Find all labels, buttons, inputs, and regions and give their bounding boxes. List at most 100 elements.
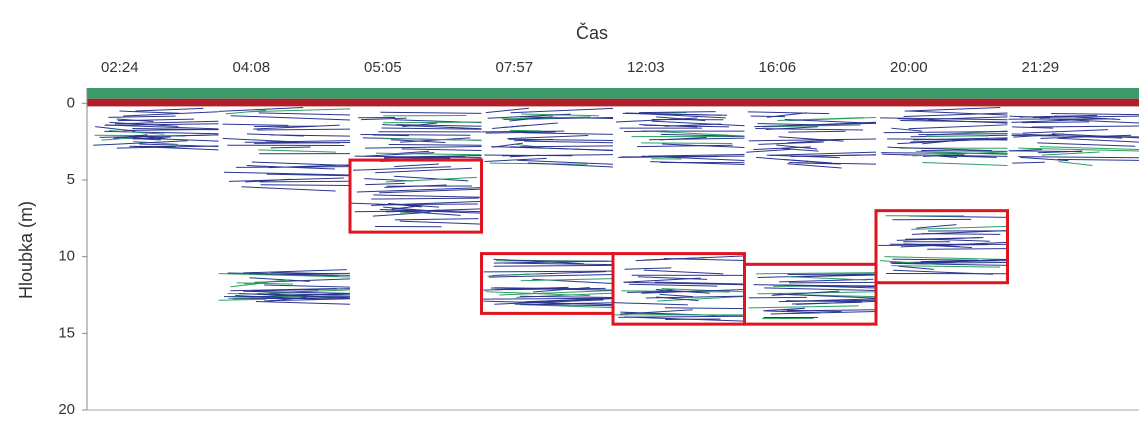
- echo-trace: [520, 296, 613, 297]
- echo-trace: [911, 226, 1007, 229]
- echo-trace: [792, 302, 862, 304]
- echo-trace: [242, 187, 336, 191]
- echo-trace: [665, 308, 745, 309]
- echo-trace: [354, 156, 424, 157]
- echo-trace: [256, 302, 350, 305]
- surface-band: [482, 99, 614, 107]
- echo-trace: [523, 133, 613, 135]
- echo-trace: [524, 141, 613, 143]
- chart: Čas Hloubka (m) 0510152002:2404:0805:050…: [0, 0, 1139, 421]
- echo-trace: [520, 146, 613, 147]
- y-tick-label: 15: [58, 324, 75, 341]
- echo-trace: [1023, 130, 1108, 133]
- echo-trace: [613, 303, 688, 305]
- echo-trace: [1037, 143, 1135, 146]
- echo-trace: [1057, 138, 1139, 142]
- echo-trace: [629, 284, 718, 286]
- echo-trace: [1012, 162, 1045, 163]
- echo-trace: [899, 266, 934, 269]
- surface-band: [219, 99, 351, 107]
- x-category-label: 12:03: [627, 59, 665, 76]
- echo-trace: [115, 121, 219, 123]
- echo-trace: [264, 285, 350, 287]
- echo-trace: [119, 111, 179, 113]
- echo-trace: [625, 268, 672, 269]
- echo-trace: [927, 249, 1007, 250]
- x-category-label: 21:29: [1022, 59, 1060, 76]
- echo-trace: [621, 156, 744, 157]
- echo-trace: [924, 239, 990, 241]
- echo-trace: [909, 125, 1008, 129]
- echo-trace: [491, 147, 613, 151]
- echo-trace: [922, 234, 1001, 235]
- echo-trace: [383, 122, 481, 123]
- surface-band: [87, 99, 219, 107]
- chart-title: Čas: [576, 22, 608, 43]
- echo-trace: [644, 270, 723, 274]
- echo-trace: [261, 185, 350, 186]
- echo-trace: [753, 147, 811, 150]
- echo-trace: [789, 282, 876, 283]
- echo-trace: [123, 112, 218, 116]
- x-category-label: 16:06: [759, 59, 797, 76]
- echo-trace: [921, 151, 1007, 152]
- echo-trace: [1057, 159, 1139, 160]
- echo-trace: [373, 195, 481, 197]
- echo-trace: [1009, 151, 1082, 152]
- x-category-label: 04:08: [233, 59, 271, 76]
- echo-trace: [787, 164, 841, 168]
- echo-trace: [748, 306, 858, 308]
- x-category-label: 02:24: [101, 59, 139, 76]
- echo-trace: [1058, 162, 1092, 166]
- echo-trace: [892, 259, 978, 260]
- echo-trace: [639, 112, 716, 113]
- echo-trace: [223, 124, 289, 125]
- echo-trace: [756, 157, 808, 161]
- echo-trace: [1018, 157, 1139, 158]
- echo-trace: [271, 147, 311, 148]
- echo-trace: [659, 294, 693, 296]
- x-category-label: 07:57: [496, 59, 534, 76]
- echo-trace: [245, 142, 340, 143]
- y-axis-label: Hloubka (m): [16, 201, 36, 299]
- echo-trace: [259, 113, 350, 115]
- surface-band: [613, 88, 745, 99]
- surface-band: [350, 99, 482, 107]
- echo-trace: [231, 116, 350, 120]
- echo-trace: [219, 299, 266, 300]
- surface-band: [482, 88, 614, 99]
- echo-trace: [510, 130, 542, 131]
- echo-trace: [257, 129, 350, 130]
- echo-trace: [918, 134, 1007, 135]
- echo-trace: [641, 143, 732, 144]
- surface-band: [876, 88, 1008, 99]
- echo-trace: [223, 138, 298, 142]
- echo-trace: [365, 183, 405, 184]
- echo-trace: [123, 129, 218, 130]
- surface-band: [745, 99, 877, 107]
- echo-trace: [891, 263, 1007, 265]
- echo-trace: [504, 263, 613, 264]
- echo-trace: [373, 135, 409, 136]
- surface-band: [745, 88, 877, 99]
- surface-band: [613, 99, 745, 107]
- echo-trace: [365, 146, 481, 148]
- echo-trace: [905, 108, 1001, 112]
- surface-band: [1008, 88, 1139, 99]
- echo-trace: [764, 288, 876, 291]
- echo-trace: [380, 112, 481, 113]
- y-tick-label: 10: [58, 248, 75, 265]
- surface-band: [350, 88, 482, 99]
- echo-trace: [751, 116, 786, 117]
- echo-trace: [400, 221, 482, 224]
- echo-trace: [389, 144, 482, 145]
- echo-trace: [746, 149, 790, 152]
- echo-trace: [1051, 114, 1139, 115]
- x-category-label: 20:00: [890, 59, 928, 76]
- echo-trace: [788, 277, 867, 280]
- echo-trace: [395, 219, 479, 220]
- echo-trace: [748, 112, 829, 114]
- echo-trace: [887, 147, 992, 150]
- echo-trace: [108, 116, 175, 117]
- echo-trace: [135, 108, 203, 111]
